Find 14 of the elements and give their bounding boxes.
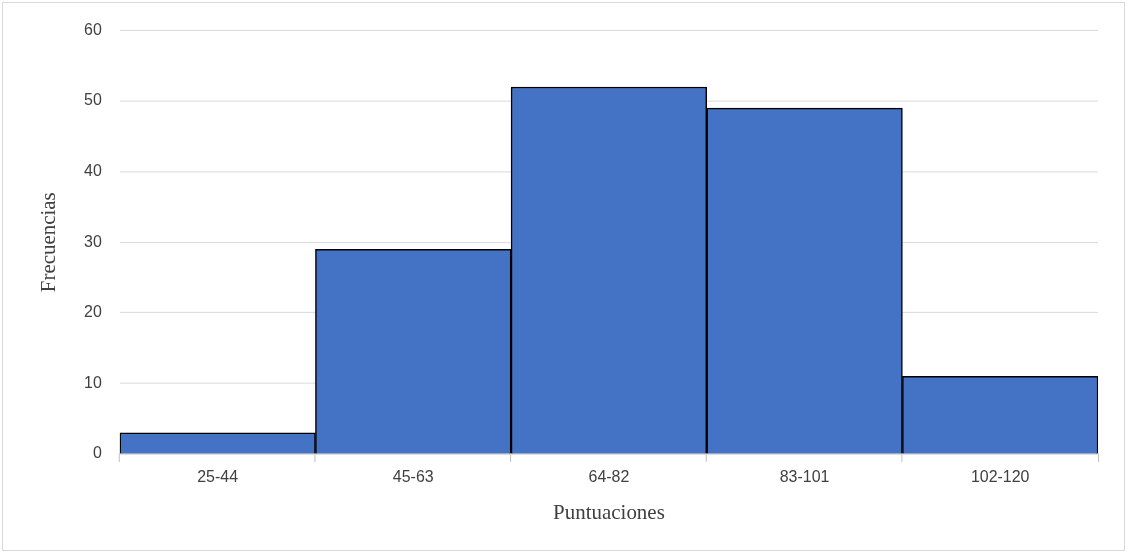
x-tick-label: 102-120: [970, 467, 1030, 485]
y-tick-label: 50: [84, 91, 102, 109]
x-axis-title: Puntuaciones: [553, 500, 665, 525]
x-tick-label: 83-101: [779, 467, 830, 485]
y-tick-label: 20: [84, 303, 102, 321]
y-tick-label: 40: [84, 162, 102, 180]
x-tick-label: 45-63: [392, 467, 434, 485]
y-tick-label: 10: [84, 373, 102, 391]
y-tick-label: 30: [84, 232, 102, 250]
y-axis-title: Frecuencias: [36, 192, 61, 293]
x-tick-label: 64-82: [588, 467, 630, 485]
y-tick-label: 0: [92, 444, 102, 462]
y-tick-label: 60: [84, 20, 102, 38]
x-tick-label: 25-44: [197, 467, 239, 485]
